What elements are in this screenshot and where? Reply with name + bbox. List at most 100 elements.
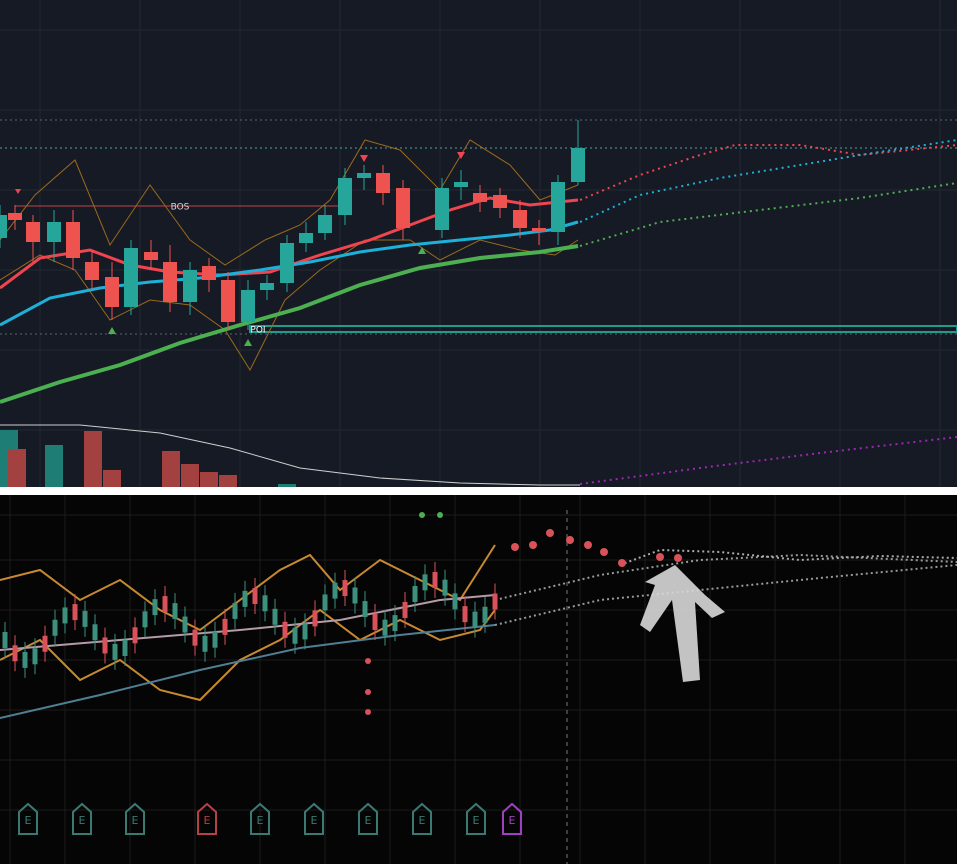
- candle: [144, 252, 158, 260]
- earnings-label: E: [25, 814, 32, 827]
- candle: [92, 624, 98, 641]
- candle: [332, 582, 338, 599]
- grid: [0, 495, 957, 864]
- earnings-badge: [502, 802, 522, 835]
- candle: [282, 621, 288, 638]
- volume-bar: [8, 449, 26, 487]
- candle: [0, 215, 7, 238]
- candle: [152, 599, 158, 616]
- earnings-label: E: [204, 814, 211, 827]
- earnings-label: E: [365, 814, 372, 827]
- candle: [222, 618, 228, 635]
- band-lower: [0, 608, 496, 702]
- candle: [472, 611, 478, 628]
- candle: [241, 290, 255, 322]
- candle: [357, 173, 371, 178]
- candle: [12, 645, 18, 662]
- earnings-badge: [412, 802, 432, 835]
- candle: [163, 262, 177, 302]
- candle: [493, 195, 507, 208]
- candle: [182, 616, 188, 633]
- poi-label: POI: [250, 326, 265, 336]
- candle: [8, 213, 22, 220]
- ma-green: [0, 244, 579, 404]
- separator: [0, 487, 957, 495]
- candle: [492, 593, 498, 610]
- candle: [232, 602, 238, 619]
- earnings-badge: [358, 802, 378, 835]
- candle: [202, 266, 216, 280]
- dots: [419, 512, 443, 518]
- candle: [352, 587, 358, 604]
- candle: [402, 601, 408, 618]
- candle: [52, 619, 58, 636]
- candle: [183, 270, 197, 302]
- volume-bar: [45, 445, 63, 487]
- candle: [338, 178, 352, 215]
- candle: [435, 188, 449, 230]
- volume-ma: [0, 424, 580, 486]
- candle: [221, 280, 235, 322]
- earnings-label: E: [509, 814, 516, 827]
- volume-bar: [162, 451, 180, 487]
- candle: [318, 215, 332, 233]
- candle: [82, 610, 88, 627]
- candle: [122, 640, 128, 657]
- candle: [342, 580, 348, 597]
- ma-cyan: [0, 220, 579, 327]
- candle: [571, 148, 585, 182]
- candles: [0, 120, 585, 330]
- ma-blue: [0, 624, 496, 719]
- candle: [272, 608, 278, 625]
- candle: [372, 613, 378, 630]
- earnings-label: E: [257, 814, 264, 827]
- earnings-label: E: [132, 814, 139, 827]
- candle: [66, 222, 80, 258]
- projection: [619, 548, 957, 566]
- projection: [494, 564, 957, 626]
- candle: [124, 248, 138, 307]
- candle: [551, 182, 565, 232]
- candle: [72, 604, 78, 621]
- earnings-badge: [125, 802, 145, 835]
- earnings-badge: [304, 802, 324, 835]
- candle: [532, 228, 546, 232]
- candle: [2, 632, 8, 648]
- bos-label: BOS: [171, 203, 190, 213]
- candle: [42, 635, 48, 652]
- candle: [85, 262, 99, 280]
- candle: [292, 627, 298, 644]
- candle: [396, 188, 410, 228]
- earnings-badge: [72, 802, 92, 835]
- candle: [262, 595, 268, 612]
- volume-bar: [84, 431, 102, 487]
- candles: [2, 562, 498, 678]
- candle: [362, 601, 368, 618]
- candle: [132, 627, 138, 644]
- top-panel: [0, 0, 957, 487]
- candle: [422, 574, 428, 591]
- candle: [482, 606, 488, 623]
- volume-bar: [219, 475, 237, 487]
- candle: [412, 586, 418, 603]
- candle: [162, 596, 168, 613]
- candle: [192, 629, 198, 646]
- ma-pink: [0, 594, 496, 651]
- candle: [212, 631, 218, 648]
- projection-cyan: [579, 139, 957, 223]
- earnings-badge: [250, 802, 270, 835]
- candle: [322, 594, 328, 611]
- candle: [252, 588, 258, 605]
- earnings-label: E: [473, 814, 480, 827]
- bottom-panel: [0, 495, 957, 864]
- candle: [32, 648, 38, 665]
- poi-zone: [249, 325, 957, 333]
- band-lower: [0, 239, 579, 372]
- candle: [462, 606, 468, 623]
- candle: [392, 615, 398, 632]
- earnings-label: E: [79, 814, 86, 827]
- candle: [62, 607, 68, 624]
- candle: [454, 182, 468, 187]
